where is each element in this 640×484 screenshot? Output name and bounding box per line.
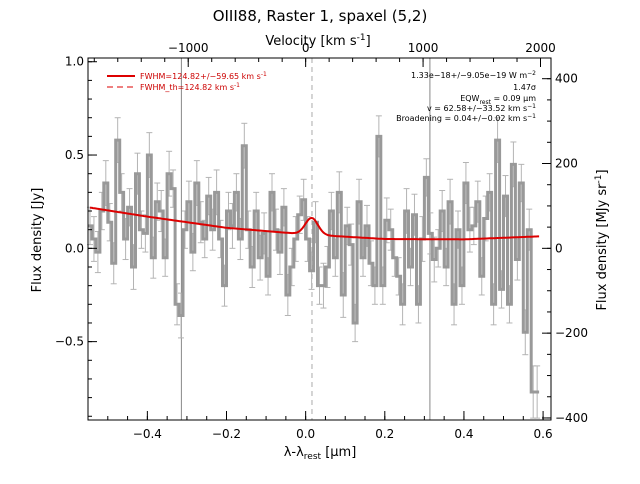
y-right-tick-label: 0 xyxy=(555,241,563,255)
data-layer xyxy=(88,134,540,394)
broadening-annotation: Broadening = 0.04+/−0.02 km s−1 xyxy=(396,113,536,123)
top-tick-label: 2000 xyxy=(525,41,556,55)
x-tick-label: 0.0 xyxy=(296,427,315,441)
y-axis-title: Flux density [Jy] xyxy=(30,188,45,293)
velocity-annotation: v = 62.58+/−33.52 km s−1 xyxy=(427,103,536,113)
fit-model-line xyxy=(89,206,540,241)
y-right-tick-label: 200 xyxy=(555,157,578,171)
top-tick-label: 0 xyxy=(302,41,310,55)
y-tick-label: 1.0 xyxy=(65,55,84,69)
legend-theory-label: FWHM_th=124.82 km s-1 xyxy=(140,82,240,92)
significance-annotation: 1.47σ xyxy=(513,83,536,92)
fit-layer xyxy=(89,206,540,241)
chart-title: OIII88, Raster 1, spaxel (5,2) xyxy=(213,7,428,25)
line-flux-annotation: 1.33e−18+/−9.05e−19 W m−2 xyxy=(411,70,536,80)
plot-frame xyxy=(87,57,552,421)
y-axis-right-title: Flux density [MJy sr-1] xyxy=(594,169,610,310)
x-tick-label: −0.4 xyxy=(133,427,162,441)
x-tick-label: −0.2 xyxy=(212,427,241,441)
x-tick-label: 0.6 xyxy=(534,427,553,441)
x-tick-label: 0.4 xyxy=(454,427,473,441)
legend: FWHM=124.82+/−59.65 km s-1 FWHM_th=124.8… xyxy=(107,71,267,92)
y-tick-label: 0.5 xyxy=(65,148,84,162)
y-right-tick-label: 400 xyxy=(555,72,578,86)
legend-fit-label: FWHM=124.82+/−59.65 km s-1 xyxy=(140,71,267,81)
x-axis-title: λ-λrest [μm] xyxy=(284,445,357,462)
x-tick-label: 0.2 xyxy=(375,427,394,441)
y-right-tick-label: −400 xyxy=(555,411,588,425)
y-tick-label: −0.5 xyxy=(55,335,84,349)
eqw-annotation: EQWrest = 0.09 μm xyxy=(460,94,536,106)
y-right-tick-label: −200 xyxy=(555,326,588,340)
top-axis-title: Velocity [km s-1] xyxy=(265,33,370,49)
ticks-layer: −0.4 −0.2 0.0 0.2 0.4 0.6−1000 0 1000 2000−0.50.… xyxy=(55,41,588,441)
top-tick-label: 1000 xyxy=(408,41,439,55)
spectrum-data-line xyxy=(88,134,540,394)
top-tick-label: −1000 xyxy=(168,41,209,55)
fit-annotations: 1.33e−18+/−9.05e−19 W m−2 1.47σ EQWrest … xyxy=(396,70,536,123)
y-tick-label: 0.0 xyxy=(65,241,84,255)
